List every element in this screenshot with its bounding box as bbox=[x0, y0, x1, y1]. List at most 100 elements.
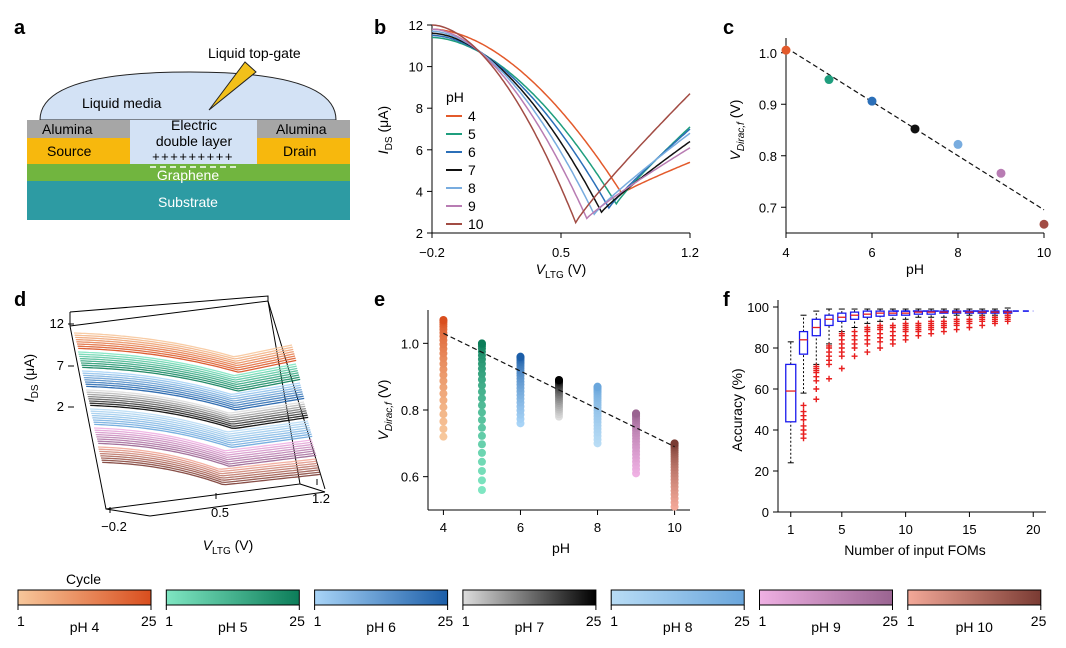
c-y-axis-label: VDirac,f (V) bbox=[727, 100, 747, 161]
colorbar-min-label: 1 bbox=[759, 613, 767, 629]
colorbar-max-label: 25 bbox=[1031, 613, 1047, 629]
d-curve bbox=[79, 355, 298, 381]
panel-label-e: e bbox=[374, 289, 385, 311]
d-curve bbox=[99, 450, 318, 475]
d-curve bbox=[75, 338, 294, 364]
e-y-tick-label: 1.0 bbox=[401, 336, 419, 351]
colorbar-max-label: 25 bbox=[438, 613, 454, 629]
e-point bbox=[477, 375, 486, 384]
b-x-tick-label: 1.2 bbox=[681, 245, 699, 260]
alumina-left bbox=[27, 120, 130, 138]
b-legend-label: 7 bbox=[468, 162, 476, 178]
c-point-ph-6 bbox=[867, 96, 877, 106]
d-curve bbox=[100, 457, 320, 481]
e-point bbox=[555, 376, 563, 384]
c-x-tick-label: 4 bbox=[782, 245, 789, 260]
d-curve bbox=[98, 442, 317, 467]
e-point bbox=[477, 408, 486, 417]
b-legend-title: pH bbox=[446, 89, 464, 105]
e-y-tick-label: 0.6 bbox=[401, 470, 419, 485]
d-curve bbox=[95, 431, 314, 456]
f-outlier bbox=[813, 363, 820, 370]
f-outlier bbox=[966, 316, 973, 323]
colorbar-7 bbox=[907, 589, 1042, 606]
colorbar-1 bbox=[17, 589, 152, 606]
liquid-media-dome bbox=[39, 71, 337, 121]
d-curve bbox=[92, 417, 311, 442]
f-outlier bbox=[864, 324, 871, 331]
cycle-colorbars: Cycle 1 25 pH 4 1 25 pH 5 1 25 pH 6 1 25 pH 7 1 25 pH … bbox=[17, 571, 1047, 635]
device-schematic: Liquid top-gate Liquid media Alumina Alu… bbox=[27, 45, 350, 220]
source-contact bbox=[27, 138, 130, 164]
d-curve bbox=[94, 423, 313, 448]
colorbar-ph-label: pH 9 bbox=[811, 619, 841, 635]
d-curve bbox=[93, 421, 312, 446]
e-x-axis-label: pH bbox=[552, 540, 570, 556]
e-point bbox=[477, 423, 486, 432]
alumina-left-label: Alumina bbox=[42, 121, 93, 137]
e-point bbox=[439, 403, 448, 412]
d-curve bbox=[86, 385, 305, 411]
e-point bbox=[477, 431, 486, 440]
f-y-tick-label: 80 bbox=[755, 341, 769, 356]
cycle-scatter-chart: 4 6 8 10 0.6 0.8 1.0 pH VDirac,f (V) bbox=[375, 310, 690, 556]
colorbar-ph-label: pH 7 bbox=[515, 619, 545, 635]
d-curve bbox=[91, 412, 310, 437]
b-y-tick-label: 6 bbox=[416, 143, 423, 158]
d-curve bbox=[85, 383, 304, 409]
e-point bbox=[439, 383, 448, 392]
e-point bbox=[477, 466, 486, 475]
d-curve bbox=[88, 400, 308, 425]
f-x-tick-label: 20 bbox=[1026, 522, 1040, 537]
e-point bbox=[477, 476, 486, 485]
alumina-right-label: Alumina bbox=[276, 121, 327, 137]
panel-label-a: a bbox=[14, 17, 26, 39]
colorbar-max-label: 25 bbox=[734, 613, 750, 629]
d-curve bbox=[83, 376, 302, 402]
f-outlier bbox=[889, 322, 896, 329]
e-fit-line bbox=[443, 332, 675, 448]
d-z-tick-label: 7 bbox=[57, 358, 64, 373]
colorbar-5 bbox=[610, 589, 745, 606]
e-point bbox=[439, 376, 448, 385]
d-curve bbox=[79, 357, 298, 383]
cb-bars: 1 25 pH 4 1 25 pH 5 1 25 pH 6 1 25 pH 7 1 25 pH 8 1 25 pH… bbox=[17, 589, 1047, 635]
b-x-tick-label: 0.5 bbox=[552, 245, 570, 260]
d-curve bbox=[86, 391, 305, 416]
d-curve bbox=[87, 393, 306, 418]
b-y-tick-label: 8 bbox=[416, 101, 423, 116]
d-x-axis-label: VLTG (V) bbox=[203, 537, 254, 557]
d-curve bbox=[84, 379, 303, 404]
substrate-label: Substrate bbox=[158, 194, 218, 210]
c-point-ph-9 bbox=[996, 168, 1006, 178]
alumina-right bbox=[257, 120, 350, 138]
c-y-tick-label: 0.8 bbox=[759, 149, 777, 164]
e-points bbox=[439, 316, 679, 511]
colorbar-6 bbox=[759, 589, 893, 606]
e-point bbox=[439, 424, 448, 433]
waterfall-3d-chart: −0.2 0.5 1.2 2 7 12 VLTG (V) IDS (μA) bbox=[21, 295, 330, 557]
d-curve bbox=[102, 461, 321, 486]
b-ticks: −0.2 0.5 1.2 2 4 6 8 10 12 bbox=[409, 18, 700, 260]
d-curve bbox=[97, 440, 316, 465]
e-point bbox=[477, 387, 486, 396]
edl-plus-signs: +++++++++ bbox=[152, 149, 234, 164]
c-y-tick-label: 0.7 bbox=[759, 200, 777, 215]
c-point-ph-5 bbox=[824, 75, 834, 85]
b-y-axis-label: IDS (μA) bbox=[375, 106, 395, 154]
f-x-tick-label: 15 bbox=[962, 522, 976, 537]
d-curve bbox=[94, 429, 313, 454]
e-x-tick-label: 6 bbox=[517, 520, 524, 535]
panel-label-d: d bbox=[14, 289, 26, 311]
d-curve bbox=[92, 419, 312, 444]
b-y-tick-label: 10 bbox=[409, 60, 423, 75]
e-point bbox=[632, 409, 641, 418]
liquid-gate-tip-icon bbox=[208, 61, 257, 111]
e-point bbox=[477, 440, 486, 449]
d-curve bbox=[76, 343, 296, 369]
b-curves bbox=[431, 24, 691, 225]
d-curve bbox=[96, 436, 315, 461]
f-outlier bbox=[826, 375, 833, 382]
f-outlier bbox=[877, 345, 884, 351]
